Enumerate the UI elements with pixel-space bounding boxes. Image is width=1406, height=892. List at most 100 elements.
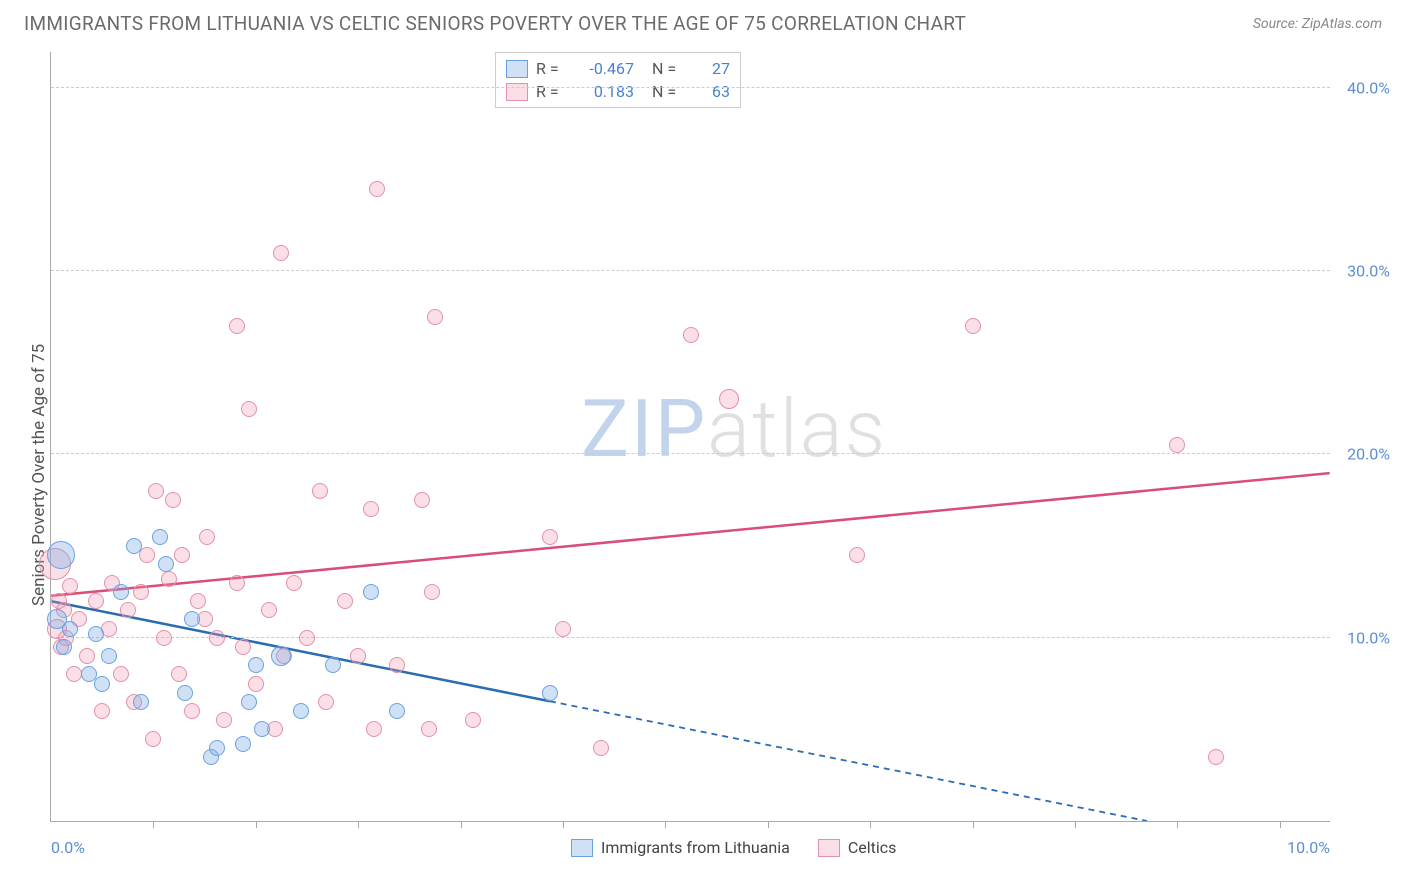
data-point-lithuania bbox=[62, 621, 78, 637]
data-point-lithuania bbox=[293, 703, 309, 719]
x-tick bbox=[973, 821, 974, 828]
data-point-celtics bbox=[350, 648, 366, 664]
data-point-celtics bbox=[209, 630, 225, 646]
x-tick bbox=[1075, 821, 1076, 828]
data-point-lithuania bbox=[542, 685, 558, 701]
grid-line bbox=[51, 637, 1330, 638]
data-point-celtics bbox=[79, 648, 95, 664]
source-name: ZipAtlas.com bbox=[1302, 16, 1382, 32]
legend-stats-row-lithuania: R = -0.467 N = 27 bbox=[506, 57, 730, 80]
grid-line bbox=[51, 87, 1330, 88]
x-tick-max: 10.0% bbox=[1287, 838, 1330, 857]
x-tick bbox=[461, 821, 462, 828]
data-point-lithuania bbox=[47, 541, 75, 569]
legend-swatch-lithuania bbox=[506, 60, 528, 78]
data-point-celtics bbox=[241, 401, 257, 417]
legend-stats-row-celtics: R = 0.183 N = 63 bbox=[506, 80, 730, 103]
data-point-lithuania bbox=[177, 685, 193, 701]
y-tick-label: 40.0% bbox=[1347, 78, 1390, 97]
data-point-lithuania bbox=[248, 657, 264, 673]
data-point-celtics bbox=[174, 547, 190, 563]
data-point-celtics bbox=[184, 703, 200, 719]
data-point-celtics bbox=[719, 389, 739, 409]
data-point-celtics bbox=[171, 666, 187, 682]
data-point-lithuania bbox=[101, 648, 117, 664]
data-point-celtics bbox=[421, 721, 437, 737]
data-point-celtics bbox=[424, 584, 440, 600]
data-point-celtics bbox=[414, 492, 430, 508]
x-tick-min: 0.0% bbox=[51, 838, 85, 857]
trend-line-dashed-lithuania bbox=[550, 701, 1147, 821]
data-point-celtics bbox=[148, 483, 164, 499]
data-point-celtics bbox=[299, 630, 315, 646]
data-point-celtics bbox=[139, 547, 155, 563]
r-value-celtics: 0.183 bbox=[574, 82, 634, 101]
r-value-lithuania: -0.467 bbox=[574, 59, 634, 78]
x-tick bbox=[563, 821, 564, 828]
data-point-celtics bbox=[248, 676, 264, 692]
x-tick bbox=[768, 821, 769, 828]
data-point-celtics bbox=[366, 721, 382, 737]
data-point-celtics bbox=[62, 578, 78, 594]
x-tick bbox=[1280, 821, 1281, 828]
data-point-lithuania bbox=[88, 626, 104, 642]
r-label: R = bbox=[536, 82, 566, 101]
data-point-celtics bbox=[190, 593, 206, 609]
n-value-lithuania: 27 bbox=[690, 59, 730, 78]
data-point-lithuania bbox=[158, 556, 174, 572]
n-value-celtics: 63 bbox=[690, 82, 730, 101]
data-point-celtics bbox=[849, 547, 865, 563]
source-attribution: Source: ZipAtlas.com bbox=[1253, 16, 1382, 32]
data-point-lithuania bbox=[56, 639, 72, 655]
data-point-celtics bbox=[145, 731, 161, 747]
data-point-celtics bbox=[318, 694, 334, 710]
data-point-celtics bbox=[229, 318, 245, 334]
x-tick bbox=[256, 821, 257, 828]
correlation-legend: R = -0.467 N = 27 R = 0.183 N = 63 bbox=[495, 52, 741, 108]
source-prefix: Source: bbox=[1253, 16, 1302, 32]
data-point-celtics bbox=[312, 483, 328, 499]
data-point-lithuania bbox=[389, 703, 405, 719]
y-tick-label: 30.0% bbox=[1347, 262, 1390, 281]
data-point-celtics bbox=[555, 621, 571, 637]
x-tick bbox=[1177, 821, 1178, 828]
y-tick-label: 10.0% bbox=[1347, 628, 1390, 647]
data-point-lithuania bbox=[133, 694, 149, 710]
data-point-celtics bbox=[427, 309, 443, 325]
x-tick bbox=[870, 821, 871, 828]
data-point-lithuania bbox=[325, 657, 341, 673]
data-point-lithuania bbox=[209, 740, 225, 756]
legend-swatch-celtics bbox=[506, 83, 528, 101]
data-point-celtics bbox=[120, 602, 136, 618]
data-point-lithuania bbox=[254, 721, 270, 737]
data-point-celtics bbox=[229, 575, 245, 591]
scatter-plot-area: ZIPatlas Seniors Poverty Over the Age of… bbox=[50, 52, 1330, 822]
data-point-celtics bbox=[273, 245, 289, 261]
x-tick bbox=[153, 821, 154, 828]
n-label: N = bbox=[652, 59, 682, 78]
chart-title: IMMIGRANTS FROM LITHUANIA VS CELTIC SENI… bbox=[24, 12, 966, 35]
data-point-lithuania bbox=[184, 611, 200, 627]
data-point-lithuania bbox=[152, 529, 168, 545]
data-point-celtics bbox=[165, 492, 181, 508]
data-point-celtics bbox=[683, 327, 699, 343]
grid-line bbox=[51, 453, 1330, 454]
data-point-celtics bbox=[88, 593, 104, 609]
data-point-celtics bbox=[113, 666, 129, 682]
data-point-celtics bbox=[965, 318, 981, 334]
data-point-celtics bbox=[216, 712, 232, 728]
data-point-celtics bbox=[286, 575, 302, 591]
watermark-brand-first: ZIP bbox=[581, 382, 707, 476]
data-point-celtics bbox=[542, 529, 558, 545]
grid-line bbox=[51, 270, 1330, 271]
data-point-celtics bbox=[199, 529, 215, 545]
data-point-celtics bbox=[235, 639, 251, 655]
data-point-celtics bbox=[1169, 437, 1185, 453]
data-point-celtics bbox=[465, 712, 481, 728]
data-point-lithuania bbox=[126, 538, 142, 554]
n-label: N = bbox=[652, 82, 682, 101]
y-tick-label: 20.0% bbox=[1347, 445, 1390, 464]
data-point-celtics bbox=[261, 602, 277, 618]
data-point-celtics bbox=[156, 630, 172, 646]
r-label: R = bbox=[536, 59, 566, 78]
